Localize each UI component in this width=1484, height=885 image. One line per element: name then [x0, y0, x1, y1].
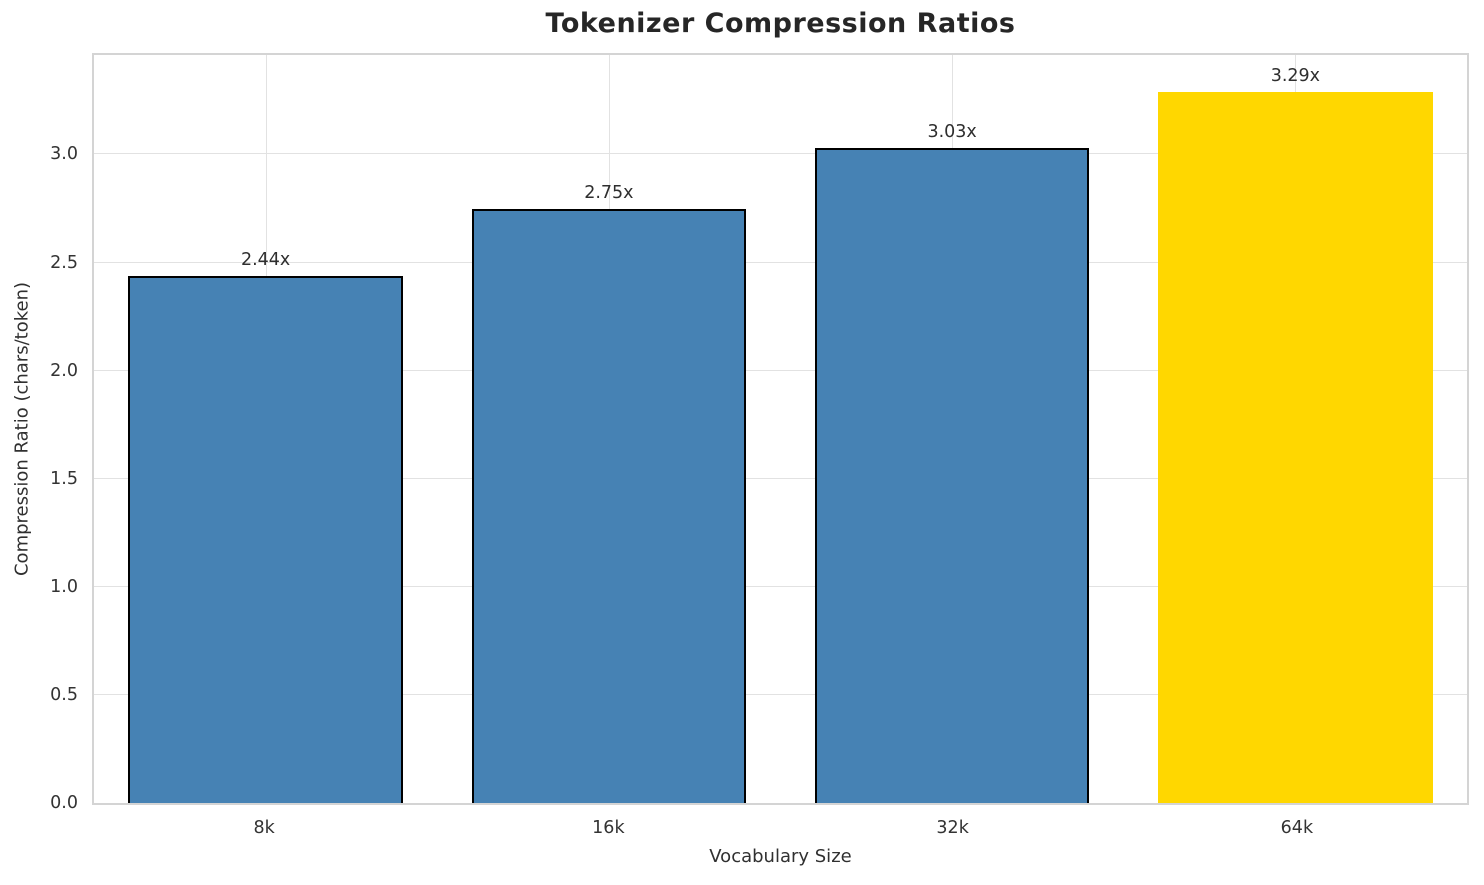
plot-area: 2.44x 2.75x 3.03x 3.29x: [92, 53, 1469, 805]
y-gridline: [94, 585, 1467, 587]
y-tick-label: 3.0: [50, 144, 78, 165]
y-axis-label: Compression Ratio (chars/token): [11, 281, 33, 577]
y-tick-label: 0.0: [50, 793, 78, 813]
y-tick-label: 0.5: [50, 684, 78, 705]
bar-8k: [128, 275, 403, 803]
bar-32k: [814, 147, 1090, 803]
y-tick-label: 1.0: [50, 576, 78, 597]
x-tick-label: 8k: [253, 818, 275, 838]
bar-16k: [471, 208, 747, 803]
bar-value-label: 2.75x: [584, 182, 634, 203]
y-tick-label: 2.5: [50, 252, 78, 273]
x-tick-label: 64k: [1280, 818, 1314, 838]
x-axis-label: Vocabulary Size: [709, 846, 852, 867]
chart-title: Tokenizer Compression Ratios: [545, 8, 1016, 39]
y-tick-label: 1.5: [50, 468, 78, 489]
bar-value-label: 3.03x: [927, 121, 977, 142]
x-tick-label: 16k: [592, 818, 625, 838]
x-tick-label: 32k: [936, 818, 969, 838]
y-gridline: [94, 693, 1467, 695]
bar-64k: [1158, 91, 1433, 803]
y-gridline: [94, 477, 1467, 479]
y-gridline: [94, 261, 1467, 263]
y-tick-label: 2.0: [50, 360, 78, 381]
bar-value-label: 2.44x: [240, 249, 291, 270]
y-gridline: [94, 153, 1467, 155]
y-gridline: [94, 369, 1467, 371]
bar-value-label: 3.29x: [1270, 65, 1321, 86]
